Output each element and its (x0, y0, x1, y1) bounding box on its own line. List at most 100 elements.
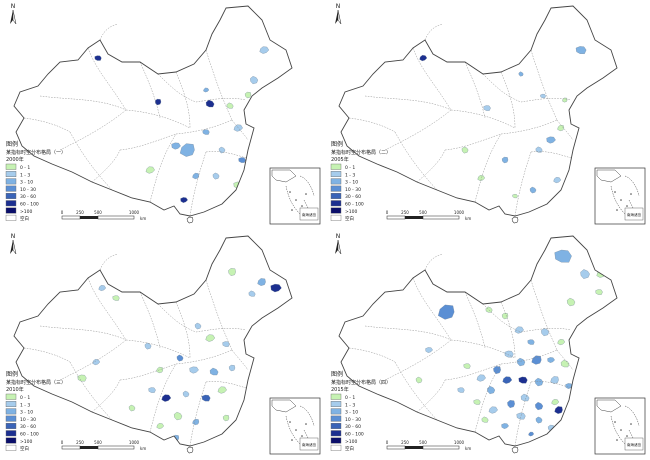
boundary-line (231, 349, 249, 371)
scale-label: 250 (76, 440, 84, 445)
legend-label: 60 - 100 (345, 202, 364, 208)
region-patch (565, 383, 573, 389)
region-patch (156, 366, 164, 374)
inset-label-box (299, 207, 319, 221)
scale-label: 500 (419, 440, 427, 445)
region-patch (156, 423, 164, 429)
boundary-line (157, 303, 197, 333)
scale-segment (386, 215, 406, 220)
legend-label: 空白 (20, 215, 29, 222)
country-fill (339, 236, 617, 446)
region-patch (580, 269, 590, 279)
boundary-line (556, 119, 574, 141)
boundary-line (39, 325, 127, 341)
region-patch (189, 366, 199, 374)
boundary-line (69, 131, 113, 191)
boundary-line (39, 95, 127, 111)
inset-island (620, 429, 622, 431)
boundary-line (500, 119, 558, 135)
legend-swatch (330, 430, 342, 437)
region-patch (425, 347, 433, 353)
legend-subtitle: 某指标时空分布格局（四） (331, 379, 391, 386)
inset-coast (596, 169, 622, 183)
region-patch (461, 146, 469, 154)
region-patch (205, 99, 215, 108)
boundary-line (348, 347, 396, 363)
scale-label: 500 (94, 210, 102, 215)
region-patch (518, 376, 528, 384)
region-patch (228, 364, 236, 372)
boundary-line (464, 61, 486, 119)
scale-segment (97, 215, 135, 220)
hainan-island (186, 446, 194, 454)
legend-year: 2000年 (6, 156, 24, 163)
scale-label: 1000 (129, 440, 140, 445)
region-patch (547, 357, 555, 363)
legend-label: 0 - 1 (345, 395, 355, 401)
region-patch (557, 124, 565, 132)
legend-swatch (330, 422, 342, 429)
region-patch (179, 143, 195, 157)
region-patch (94, 55, 102, 61)
country-fill (339, 6, 617, 216)
region-patch (566, 297, 576, 307)
boundary-line (530, 279, 558, 351)
legend-swatch (330, 163, 342, 170)
north-arrow-icon (335, 239, 342, 255)
legend-label: 3 - 10 (345, 410, 358, 416)
region-patch (550, 376, 559, 384)
legend-label: 空白 (345, 215, 354, 222)
north-arrow-icon (335, 9, 342, 25)
scale-unit: km (140, 216, 146, 221)
scale-segment (422, 215, 460, 220)
region-patch (259, 46, 270, 54)
legend-label: 30 - 60 (345, 194, 361, 200)
region-boundaries (23, 253, 249, 447)
inset-island (626, 435, 628, 437)
region-patch (473, 399, 481, 405)
legend-swatch (330, 185, 342, 192)
inset-island (614, 421, 616, 423)
legend-swatch (5, 393, 17, 400)
scale-segment (97, 445, 135, 450)
boundary-line (175, 349, 233, 365)
legend-label: 30 - 60 (345, 424, 361, 430)
legend-label: 10 - 30 (20, 187, 36, 193)
legend-swatch (5, 171, 17, 178)
legend-swatch (330, 408, 342, 415)
region-patch (194, 322, 202, 330)
boundary-line (23, 117, 71, 133)
region-patch (595, 289, 603, 295)
inset-island (305, 193, 307, 195)
legend-year: 2005年 (331, 156, 349, 163)
legend-swatch (5, 415, 17, 422)
legend-label: 30 - 60 (20, 194, 36, 200)
legend-title: 图例 (6, 140, 18, 148)
boundary-line (87, 47, 127, 111)
legend-swatch (330, 444, 342, 451)
boundary-line (424, 253, 444, 271)
boundary-line (91, 149, 121, 183)
legend-swatch (5, 214, 17, 221)
region-patch (176, 354, 184, 362)
legend-swatch (5, 408, 17, 415)
region-patch (507, 400, 515, 408)
region-patch (238, 157, 246, 163)
inset-label: 南海诸岛 (627, 212, 642, 217)
legend-swatch (5, 200, 17, 207)
region-patch (228, 268, 236, 276)
hainan-island (186, 216, 194, 224)
legend-swatch (5, 163, 17, 170)
boundary-line (556, 349, 574, 371)
scale-unit: km (140, 446, 146, 451)
scale-segment (422, 445, 460, 450)
region-patch (476, 374, 486, 382)
boundary-line (59, 339, 127, 381)
region-patch (529, 186, 537, 194)
boundary-line (514, 381, 532, 447)
